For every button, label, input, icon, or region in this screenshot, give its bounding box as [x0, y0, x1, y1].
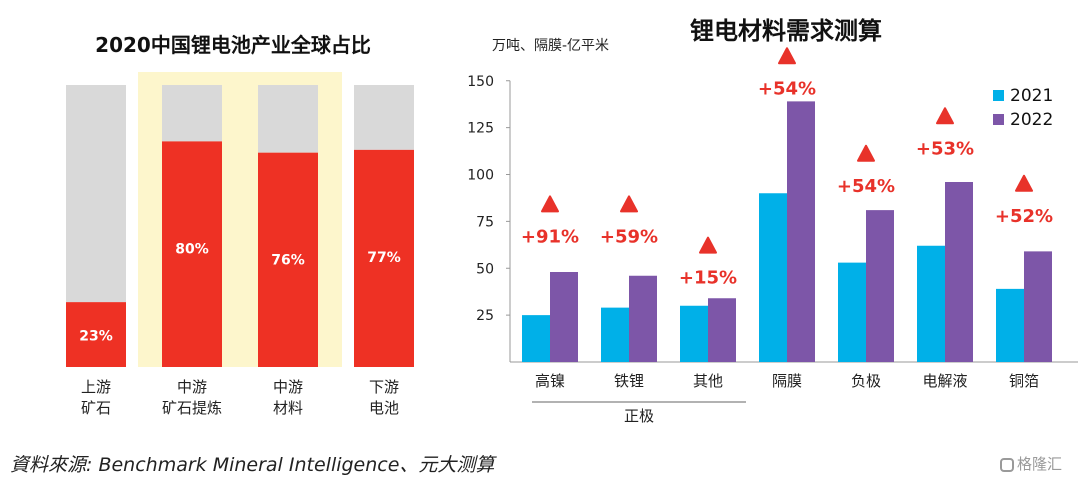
legend-swatch [993, 114, 1004, 125]
category-label-line2: 矿石提炼 [162, 399, 222, 417]
bar-2021 [680, 305, 708, 362]
y-tick-label: 75 [476, 214, 494, 230]
bar-remainder [354, 85, 414, 150]
bar-2021 [917, 245, 945, 362]
category-label: 高镍 [535, 372, 565, 390]
y-axis-label: 万吨、隔膜-亿平米 [492, 38, 609, 54]
bar-2021 [838, 262, 866, 362]
bar-remainder [66, 85, 126, 303]
source-note: 資料來源: Benchmark Mineral Intelligence、元大测… [10, 454, 495, 476]
growth-arrow-icon [541, 195, 559, 213]
category-label-line2: 材料 [273, 399, 303, 417]
bar-2022 [945, 182, 973, 362]
growth-label: +54% [758, 78, 816, 99]
value-label: 80% [175, 241, 209, 257]
growth-label: +59% [600, 226, 658, 247]
watermark: 格隆汇 [1000, 453, 1062, 474]
category-label-line1: 中游 [273, 378, 303, 396]
category-label: 负极 [851, 372, 881, 390]
growth-label: +54% [837, 176, 895, 197]
growth-arrow-icon [699, 236, 717, 254]
category-label: 铜箔 [1009, 372, 1039, 390]
y-tick-label: 150 [467, 74, 494, 90]
bar-2021 [522, 315, 550, 362]
y-tick-label: 25 [476, 308, 494, 324]
category-label: 铁锂 [614, 372, 644, 390]
bar-2021 [996, 288, 1024, 362]
y-tick-label: 125 [467, 121, 494, 137]
bar-share [354, 149, 414, 367]
bar-2022 [708, 298, 736, 362]
growth-label: +53% [916, 138, 974, 159]
category-label-line1: 下游 [369, 378, 399, 396]
category-label-line2: 电池 [369, 399, 399, 417]
growth-label: +91% [521, 226, 579, 247]
y-tick-label: 50 [476, 261, 494, 277]
group-label: 正极 [624, 407, 654, 425]
legend-label: 2022 [1010, 110, 1053, 130]
growth-arrow-icon [857, 144, 875, 162]
category-label: 电解液 [922, 372, 967, 390]
value-label: 77% [367, 250, 401, 266]
growth-arrow-icon [936, 107, 954, 125]
category-label: 其他 [693, 372, 723, 390]
bar-2022 [866, 210, 894, 362]
bar-2022 [1024, 251, 1052, 362]
growth-arrow-icon [1015, 174, 1033, 192]
growth-label: +15% [679, 268, 737, 289]
value-label: 76% [271, 253, 305, 269]
legend-swatch [993, 90, 1004, 101]
bar-2022 [629, 275, 657, 362]
category-label-line1: 上游 [81, 378, 111, 396]
logo-icon [1000, 458, 1014, 472]
growth-arrow-icon [778, 47, 796, 65]
bar-2021 [601, 307, 629, 362]
legend-label: 2021 [1010, 86, 1053, 106]
growth-label: +52% [995, 206, 1053, 227]
category-label: 隔膜 [772, 372, 802, 390]
category-label-line1: 中游 [177, 378, 207, 396]
right-chart-title: 锂电材料需求测算 [690, 17, 882, 45]
bar-share [162, 141, 222, 367]
value-label: 23% [79, 329, 113, 345]
y-tick-label: 100 [467, 168, 494, 184]
bar-2022 [787, 101, 815, 362]
bar-remainder [258, 85, 318, 153]
watermark-text: 格隆汇 [1017, 455, 1063, 473]
bar-2022 [550, 272, 578, 362]
growth-arrow-icon [620, 195, 638, 213]
left-chart-title: 2020中国锂电池产业全球占比 [95, 33, 371, 57]
category-label-line2: 矿石 [81, 399, 111, 417]
bar-share [66, 302, 126, 367]
bar-share [258, 152, 318, 367]
bar-remainder [162, 85, 222, 142]
bar-2021 [759, 193, 787, 362]
